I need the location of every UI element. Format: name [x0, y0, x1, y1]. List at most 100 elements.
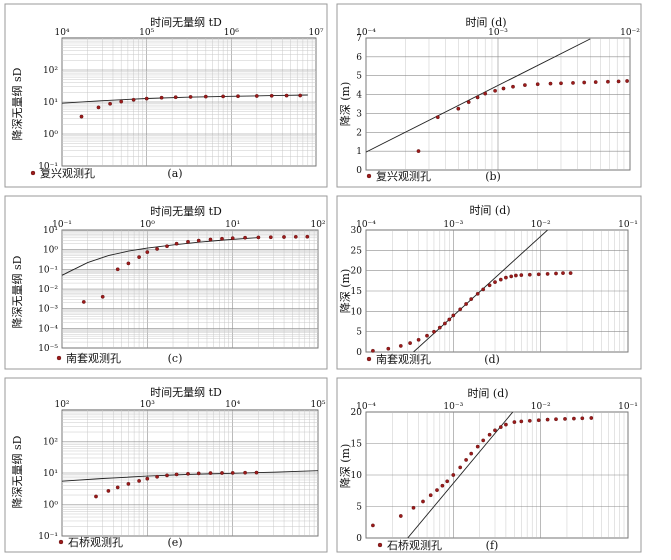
data-point: [512, 420, 517, 424]
data-point: [173, 95, 178, 100]
x-tick-label: 10⁰: [140, 220, 155, 230]
legend-label: 复兴观测孔: [40, 166, 95, 180]
y-tick-label: 20: [351, 267, 363, 277]
data-point: [293, 234, 298, 239]
data-point: [108, 101, 112, 106]
x-tick-label: 10⁻⁴: [356, 220, 376, 230]
data-point: [425, 333, 429, 338]
panel-label: (b): [485, 170, 501, 183]
data-point: [221, 94, 225, 99]
data-point: [509, 274, 514, 279]
data-point: [493, 428, 497, 433]
x-tick-label: 10⁴: [54, 28, 69, 38]
data-point: [514, 273, 518, 278]
data-point: [411, 505, 416, 510]
data-point: [545, 417, 550, 422]
y-tick-label: 7: [356, 34, 362, 44]
x-tick-label: 10²: [54, 400, 69, 410]
data-point: [243, 235, 247, 240]
data-point: [398, 344, 403, 348]
data-point: [487, 432, 492, 437]
y-tick-label: 10: [351, 307, 363, 317]
x-tick-label: 10³: [140, 400, 155, 410]
data-point: [493, 88, 497, 93]
data-point: [408, 341, 412, 345]
x-tick-label: 10⁻⁴: [356, 28, 376, 38]
legend-label: 石桥观测孔: [68, 536, 123, 549]
data-point: [165, 473, 169, 478]
data-point: [519, 419, 524, 424]
data-point: [256, 235, 261, 240]
data-point: [582, 80, 587, 85]
legend-marker: [58, 539, 64, 545]
data-point: [155, 474, 159, 479]
data-point: [115, 485, 120, 490]
data-point: [440, 483, 445, 488]
x-tick-label: 10⁴: [225, 400, 240, 410]
data-point: [481, 438, 486, 443]
y-tick-label: 25: [351, 246, 363, 256]
data-point: [269, 93, 274, 98]
data-point: [298, 93, 303, 98]
y-tick-label: 10¹: [43, 98, 58, 108]
fit-curve: [407, 412, 514, 538]
data-point: [100, 294, 105, 299]
x-axis-title: 时间 (d): [465, 16, 506, 29]
data-point: [625, 79, 629, 83]
y-tick-label: 5: [356, 503, 362, 513]
y-tick-label: 10²: [43, 66, 58, 76]
y-tick-label: 5: [356, 328, 362, 338]
x-tick-label: 10⁻³: [443, 220, 463, 230]
data-point: [155, 247, 159, 251]
data-point: [81, 300, 86, 304]
data-point: [483, 91, 488, 96]
y-tick-label: 10¹: [43, 226, 58, 236]
x-axis-title: 时间 (d): [467, 387, 508, 400]
legend-label: 复兴观测孔: [376, 169, 431, 183]
panel-b: 时间 (d) 降深 (m) 复兴观测孔 (b) 10⁻⁴ 10⁻³ 10⁻² 0 1 2 3…: [336, 3, 642, 188]
y-tick-label: 10: [351, 471, 363, 481]
y-axis-title: 降深无量纲 sD: [10, 255, 24, 328]
data-point: [79, 114, 84, 119]
data-point: [435, 488, 439, 492]
panel-f: 时间 (d) 降深 (m) 石桥观测孔 (f) 10⁻⁴ 10⁻³ 10⁻² 10⁻¹…: [336, 377, 642, 553]
y-axis-title: 降深 (m): [338, 82, 352, 127]
data-point: [284, 93, 289, 98]
data-point: [536, 418, 541, 423]
data-point: [487, 283, 492, 288]
x-tick-label: 10⁷: [308, 28, 323, 38]
legend-marker: [366, 356, 372, 362]
data-point: [305, 234, 310, 239]
data-point: [196, 471, 201, 476]
fit-curve: [62, 237, 259, 276]
data-point: [572, 416, 576, 421]
data-point: [186, 471, 190, 476]
data-point: [145, 476, 150, 481]
legend-marker: [377, 542, 383, 548]
data-point: [451, 473, 456, 477]
legend-label: 南套观测孔: [376, 353, 431, 366]
data-point: [571, 81, 575, 85]
data-point: [188, 95, 193, 99]
y-axis-title: 降深无量纲 sD: [10, 67, 24, 140]
data-point: [203, 94, 208, 99]
x-axis-title: 时间无量纲 tD: [150, 16, 222, 29]
data-point: [458, 465, 463, 470]
data-point: [589, 416, 594, 420]
x-tick-label: 10⁻¹: [618, 220, 638, 230]
data-point: [481, 287, 486, 292]
y-tick-label: 10⁻³: [38, 305, 58, 315]
y-tick-label: 3: [356, 109, 362, 119]
data-point: [106, 489, 111, 493]
data-point: [243, 470, 247, 475]
legend-label: 石桥观测孔: [387, 539, 442, 552]
panel-label: (f): [486, 539, 499, 552]
x-axis-title: 时间无量纲 tD: [150, 386, 222, 399]
x-tick-label: 10⁻³: [488, 28, 508, 38]
data-point: [254, 470, 259, 475]
y-tick-label: 10⁻⁵: [38, 344, 58, 354]
data-point: [268, 235, 273, 240]
data-point: [469, 451, 474, 456]
data-point: [94, 494, 98, 499]
x-tick-label: 10⁻¹: [52, 220, 72, 230]
